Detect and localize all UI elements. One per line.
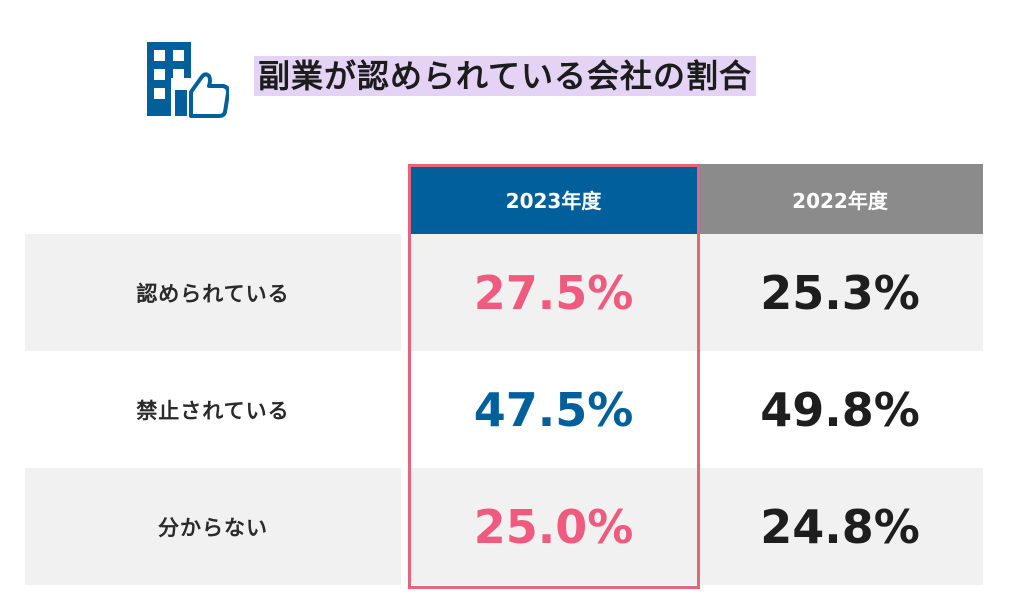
- column-header-2022: 2022年度: [697, 164, 983, 234]
- value-2023: 27.5%: [473, 265, 634, 320]
- row-label: 禁止されている: [136, 398, 290, 423]
- table-row: 分からない 25.0% 24.8%: [25, 468, 983, 585]
- building-thumbs-up-icon: [147, 42, 229, 118]
- title-section: 副業が認められている会社の割合: [0, 34, 1024, 120]
- value-2022: 49.8%: [760, 382, 920, 437]
- row-label: 分からない: [158, 515, 268, 540]
- table-row: 認められている 27.5% 25.3%: [25, 234, 983, 351]
- value-2022: 25.3%: [760, 265, 920, 320]
- table-row: 禁止されている 47.5% 49.8%: [25, 351, 983, 468]
- value-2022: 24.8%: [760, 499, 920, 554]
- value-2023: 25.0%: [473, 499, 634, 554]
- row-label: 認められている: [136, 281, 290, 306]
- column-header-2023: 2023年度: [410, 164, 697, 234]
- value-2023: 47.5%: [473, 382, 634, 437]
- page-title: 副業が認められている会社の割合: [254, 56, 757, 96]
